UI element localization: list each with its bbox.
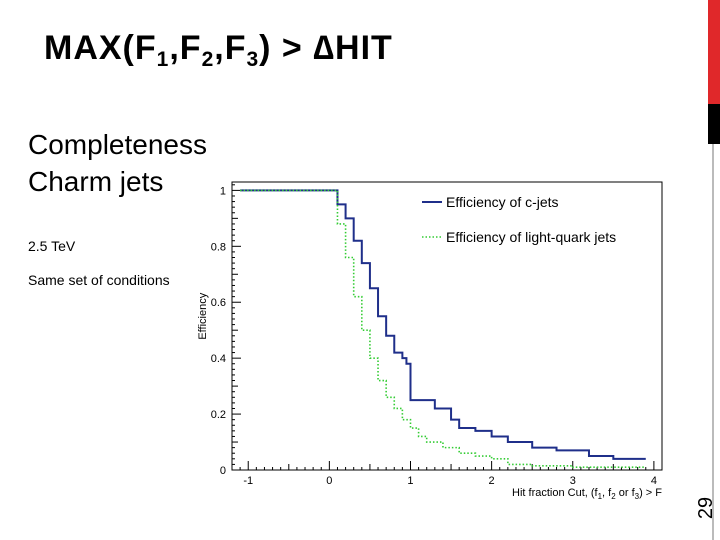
x-axis-label-part: Hit fraction Cut, (f [512,487,599,499]
y-tick-label: 0.4 [211,353,226,365]
x-axis-label-subscript: 2 [611,492,616,501]
x-axis-label: Hit fraction Cut, (f1, f2 or f3) > F [512,487,662,501]
x-axis-label-part: or f [616,487,636,499]
heading-line-charm-jets: Charm jets [28,166,164,197]
series-line-light-quark-jets [240,189,646,469]
title-subscript: 1 [156,48,170,71]
title-part: ,F [169,29,202,67]
page-number: 29 [695,496,717,520]
conditions-note: Same set of conditions [28,272,170,288]
title-part: ) > ∆HIT [259,29,393,67]
energy-label: 2.5 TeV [28,238,76,254]
slide-title: MAX(F1,F2,F3) > ∆HIT [44,29,393,71]
x-tick-label: 1 [407,475,413,487]
efficiency-chart: -1 0 1 2 3 4 0 0.2 0.4 0.6 0.8 1 Efficiency Hit fract… [190,172,680,512]
title-subscript: 2 [201,48,215,71]
series-line-c-jets [240,189,646,460]
x-tick-label: 0 [326,475,332,487]
x-tick-label: 4 [651,475,657,487]
x-tick-label: 2 [489,475,495,487]
y-tick-label: 0.8 [211,241,226,253]
y-tick-label: 0 [220,465,226,477]
heading-line-completeness: Completeness [28,129,207,160]
plot-frame [231,181,663,471]
y-tick-label: 1 [220,185,226,197]
y-tick-label: 0.6 [211,297,226,309]
title-subscript: 3 [246,48,260,71]
legend-entry: Efficiency of light-quark jets [446,229,616,245]
title-part: MAX(F [44,29,157,67]
accent-bar-black [708,104,720,144]
y-tick-label: 0.2 [211,409,226,421]
x-tick-label: -1 [243,475,253,487]
x-axis-label-part: ) > F [639,487,662,499]
legend-entry: Efficiency of c-jets [446,194,559,210]
x-axis-label-part: , f [602,487,612,499]
y-axis-label: Efficiency [197,292,209,339]
side-rule [712,144,714,540]
x-axis-label-subscript: 1 [598,492,603,501]
x-axis-label-subscript: 3 [635,492,640,501]
accent-bar-red [708,0,720,104]
x-tick-label: 3 [570,475,576,487]
title-part: ,F [214,29,247,67]
